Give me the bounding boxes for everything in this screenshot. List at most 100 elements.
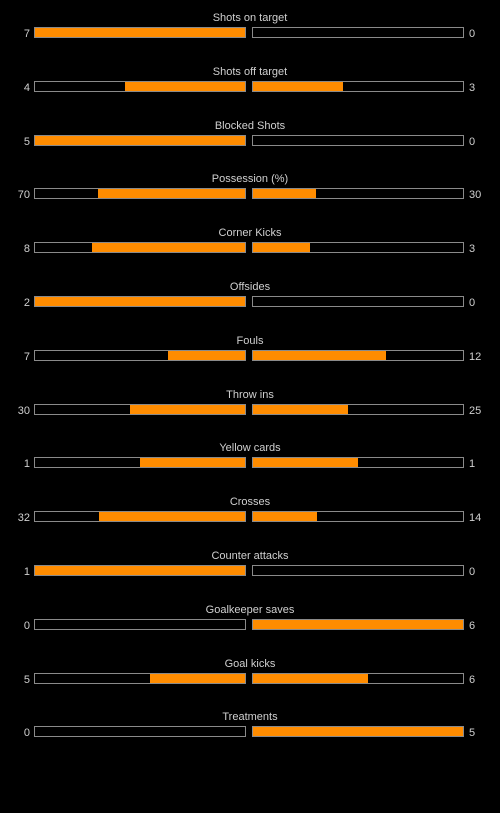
stat-row: Offsides 2 0: [0, 280, 500, 334]
home-bar-fill: [125, 81, 245, 91]
stat-row: Counter attacks 1 0: [0, 549, 500, 603]
away-value: 0: [469, 565, 476, 578]
away-bar: [252, 403, 464, 415]
stat-row: Shots off target 4 3: [0, 65, 500, 119]
home-value: 7: [23, 28, 30, 40]
away-bar: [252, 672, 464, 684]
stat-label: Throw ins: [226, 388, 274, 401]
home-bar-fill: [35, 135, 245, 145]
stat-label: Treatments: [222, 711, 278, 724]
away-value: 6: [469, 673, 476, 686]
home-value: 30: [17, 404, 30, 417]
away-bar: [252, 618, 464, 630]
stat-row: Corner Kicks 8 3: [0, 226, 500, 280]
home-value: 8: [23, 243, 30, 256]
away-bar-fill: [253, 350, 386, 360]
home-value: 70: [17, 189, 30, 202]
home-bar: [34, 349, 246, 361]
home-bar: [34, 27, 246, 38]
away-value: 25: [469, 404, 482, 417]
away-bar: [252, 511, 464, 523]
stat-label: Fouls: [236, 334, 264, 347]
home-bar: [34, 295, 246, 307]
away-bar: [252, 349, 464, 361]
stat-row: Blocked Shots 5 0: [0, 119, 500, 173]
away-bar-fill: [253, 81, 343, 91]
home-value: 32: [17, 512, 30, 525]
home-bar-fill: [130, 404, 245, 414]
stat-row: Treatments 0 5: [0, 710, 500, 764]
away-bar: [252, 564, 464, 576]
stat-label: Crosses: [229, 496, 271, 509]
away-bar: [252, 242, 464, 254]
away-bar-fill: [253, 243, 311, 253]
away-bar: [252, 134, 464, 146]
home-bar: [34, 618, 246, 630]
home-value: 4: [23, 81, 30, 94]
home-bar-fill: [98, 189, 245, 199]
stat-row: Fouls 7 12: [0, 334, 500, 388]
away-value: 0: [469, 296, 476, 309]
home-bar: [34, 80, 246, 92]
away-value: 0: [469, 135, 476, 148]
away-bar-fill: [253, 458, 358, 468]
home-value: 5: [23, 135, 30, 148]
stat-label: Goalkeeper saves: [205, 603, 295, 616]
stat-label: Blocked Shots: [214, 119, 286, 132]
home-bar-fill: [98, 512, 245, 522]
home-value: 0: [23, 619, 30, 632]
stat-row: Crosses 32 14: [0, 495, 500, 549]
stat-label: Offsides: [229, 280, 271, 293]
away-bar: [252, 295, 464, 307]
home-value: 0: [23, 727, 30, 740]
home-bar-fill: [35, 296, 245, 306]
away-value: 30: [469, 189, 482, 202]
stat-row: Goalkeeper saves 0 6: [0, 603, 500, 657]
home-bar-fill: [35, 565, 245, 575]
home-value: 7: [23, 350, 30, 363]
home-value: 1: [23, 458, 30, 471]
stat-label: Goal kicks: [224, 657, 276, 670]
away-value: 5: [469, 727, 476, 740]
home-bar: [34, 564, 246, 576]
stat-label: Counter attacks: [211, 549, 289, 562]
home-value: 2: [23, 296, 30, 309]
home-bar-fill: [140, 458, 245, 468]
home-bar: [34, 726, 246, 738]
away-bar: [252, 457, 464, 469]
stat-row: Shots on target 7 0: [0, 11, 500, 65]
home-bar: [34, 511, 246, 523]
away-bar-fill: [253, 512, 317, 522]
away-value: 1: [469, 458, 476, 471]
away-value: 0: [469, 28, 476, 40]
away-value: 3: [469, 81, 476, 94]
stat-label: Shots on target: [212, 12, 288, 24]
away-bar: [252, 27, 464, 38]
away-bar: [252, 80, 464, 92]
stat-row: Yellow cards 1 1: [0, 441, 500, 495]
away-bar-fill: [253, 619, 463, 629]
away-bar: [252, 188, 464, 200]
home-bar: [34, 403, 246, 415]
home-bar: [34, 134, 246, 146]
home-bar: [34, 188, 246, 200]
home-bar-fill: [92, 243, 245, 253]
home-bar: [34, 672, 246, 684]
home-bar: [34, 457, 246, 469]
stat-label: Possession (%): [211, 173, 289, 186]
home-bar-fill: [149, 673, 245, 683]
away-bar: [252, 726, 464, 738]
stat-label: Yellow cards: [219, 442, 281, 455]
stat-row: Throw ins 30 25: [0, 388, 500, 442]
match-statistics: Shots on target 7 0 Shots off target 4 3…: [0, 11, 500, 764]
stat-label: Corner Kicks: [218, 227, 282, 240]
home-value: 5: [23, 673, 30, 686]
home-bar: [34, 242, 246, 254]
away-value: 3: [469, 243, 476, 256]
stat-row: Goal kicks 5 6: [0, 657, 500, 711]
away-value: 14: [469, 512, 482, 525]
away-value: 6: [469, 619, 476, 632]
home-value: 1: [23, 565, 30, 578]
stat-label: Shots off target: [212, 65, 288, 78]
away-bar-fill: [253, 189, 316, 199]
